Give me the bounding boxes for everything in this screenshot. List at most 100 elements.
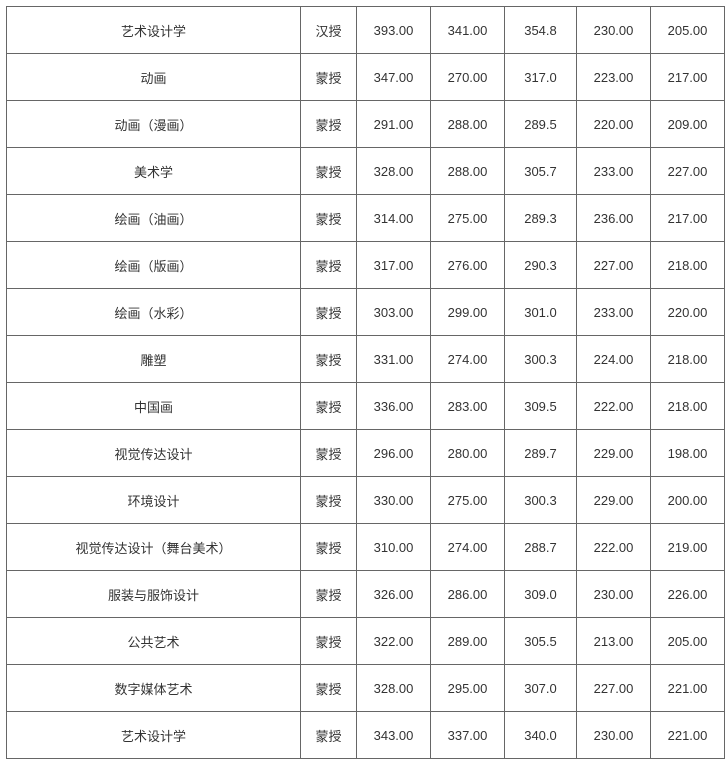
cell-score-3: 300.3	[505, 477, 577, 524]
table-row: 动画蒙授347.00270.00317.0223.00217.00	[7, 54, 725, 101]
cell-major: 公共艺术	[7, 618, 301, 665]
cell-score-3: 309.0	[505, 571, 577, 618]
cell-score-2: 276.00	[431, 242, 505, 289]
cell-lang: 蒙授	[301, 54, 357, 101]
cell-score-3: 305.7	[505, 148, 577, 195]
cell-score-1: 296.00	[357, 430, 431, 477]
cell-score-1: 336.00	[357, 383, 431, 430]
cell-score-3: 290.3	[505, 242, 577, 289]
cell-score-1: 310.00	[357, 524, 431, 571]
cell-score-2: 288.00	[431, 148, 505, 195]
cell-score-5: 218.00	[651, 242, 725, 289]
cell-major: 绘画（水彩）	[7, 289, 301, 336]
cell-score-4: 229.00	[577, 430, 651, 477]
cell-score-3: 288.7	[505, 524, 577, 571]
table-row: 数字媒体艺术蒙授328.00295.00307.0227.00221.00	[7, 665, 725, 712]
cell-score-1: 331.00	[357, 336, 431, 383]
cell-score-5: 205.00	[651, 7, 725, 54]
cell-score-1: 328.00	[357, 148, 431, 195]
cell-score-3: 289.7	[505, 430, 577, 477]
table-row: 环境设计蒙授330.00275.00300.3229.00200.00	[7, 477, 725, 524]
cell-score-4: 227.00	[577, 665, 651, 712]
cell-score-5: 200.00	[651, 477, 725, 524]
cell-score-4: 230.00	[577, 712, 651, 759]
table-row: 绘画（水彩）蒙授303.00299.00301.0233.00220.00	[7, 289, 725, 336]
cell-score-5: 226.00	[651, 571, 725, 618]
table-row: 中国画蒙授336.00283.00309.5222.00218.00	[7, 383, 725, 430]
cell-score-2: 337.00	[431, 712, 505, 759]
cell-lang: 蒙授	[301, 148, 357, 195]
cell-major: 雕塑	[7, 336, 301, 383]
cell-major: 美术学	[7, 148, 301, 195]
cell-lang: 蒙授	[301, 665, 357, 712]
cell-score-5: 219.00	[651, 524, 725, 571]
cell-score-2: 274.00	[431, 336, 505, 383]
cell-lang: 蒙授	[301, 336, 357, 383]
cell-lang: 蒙授	[301, 524, 357, 571]
cell-lang: 蒙授	[301, 712, 357, 759]
cell-score-2: 283.00	[431, 383, 505, 430]
cell-score-1: 343.00	[357, 712, 431, 759]
cell-lang: 蒙授	[301, 618, 357, 665]
table-row: 绘画（油画）蒙授314.00275.00289.3236.00217.00	[7, 195, 725, 242]
cell-score-1: 347.00	[357, 54, 431, 101]
cell-lang: 蒙授	[301, 477, 357, 524]
cell-major: 绘画（版画）	[7, 242, 301, 289]
cell-score-1: 317.00	[357, 242, 431, 289]
cell-score-3: 305.5	[505, 618, 577, 665]
cell-score-3: 317.0	[505, 54, 577, 101]
table-row: 美术学蒙授328.00288.00305.7233.00227.00	[7, 148, 725, 195]
cell-major: 绘画（油画）	[7, 195, 301, 242]
cell-lang: 蒙授	[301, 430, 357, 477]
cell-score-1: 326.00	[357, 571, 431, 618]
cell-score-1: 322.00	[357, 618, 431, 665]
table-row: 动画（漫画）蒙授291.00288.00289.5220.00209.00	[7, 101, 725, 148]
cell-score-5: 209.00	[651, 101, 725, 148]
cell-score-4: 213.00	[577, 618, 651, 665]
cell-score-2: 280.00	[431, 430, 505, 477]
cell-major: 艺术设计学	[7, 7, 301, 54]
cell-major: 环境设计	[7, 477, 301, 524]
cell-score-2: 288.00	[431, 101, 505, 148]
cell-score-3: 309.5	[505, 383, 577, 430]
cell-major: 数字媒体艺术	[7, 665, 301, 712]
table-row: 服装与服饰设计蒙授326.00286.00309.0230.00226.00	[7, 571, 725, 618]
cell-major: 动画	[7, 54, 301, 101]
cell-score-5: 205.00	[651, 618, 725, 665]
cell-score-2: 270.00	[431, 54, 505, 101]
cell-score-5: 227.00	[651, 148, 725, 195]
table-row: 视觉传达设计（舞台美术）蒙授310.00274.00288.7222.00219…	[7, 524, 725, 571]
cell-lang: 蒙授	[301, 571, 357, 618]
cell-score-4: 224.00	[577, 336, 651, 383]
cell-score-5: 221.00	[651, 712, 725, 759]
cell-score-2: 299.00	[431, 289, 505, 336]
cell-lang: 蒙授	[301, 242, 357, 289]
cell-score-1: 303.00	[357, 289, 431, 336]
cell-major: 动画（漫画）	[7, 101, 301, 148]
cell-score-5: 218.00	[651, 383, 725, 430]
table-row: 艺术设计学汉授393.00341.00354.8230.00205.00	[7, 7, 725, 54]
cell-lang: 蒙授	[301, 383, 357, 430]
cell-score-4: 230.00	[577, 571, 651, 618]
cell-score-5: 220.00	[651, 289, 725, 336]
cell-major: 艺术设计学	[7, 712, 301, 759]
cell-score-3: 354.8	[505, 7, 577, 54]
cell-score-3: 300.3	[505, 336, 577, 383]
cell-score-5: 221.00	[651, 665, 725, 712]
cell-score-5: 217.00	[651, 195, 725, 242]
table-row: 视觉传达设计蒙授296.00280.00289.7229.00198.00	[7, 430, 725, 477]
cell-score-2: 274.00	[431, 524, 505, 571]
cell-score-4: 236.00	[577, 195, 651, 242]
cell-lang: 蒙授	[301, 101, 357, 148]
table-body: 艺术设计学汉授393.00341.00354.8230.00205.00动画蒙授…	[7, 7, 725, 759]
table-row: 艺术设计学蒙授343.00337.00340.0230.00221.00	[7, 712, 725, 759]
cell-score-2: 289.00	[431, 618, 505, 665]
cell-score-4: 222.00	[577, 383, 651, 430]
cell-major: 视觉传达设计	[7, 430, 301, 477]
cell-score-3: 289.5	[505, 101, 577, 148]
cell-lang: 蒙授	[301, 289, 357, 336]
cell-score-2: 275.00	[431, 477, 505, 524]
cell-score-1: 330.00	[357, 477, 431, 524]
cell-score-3: 340.0	[505, 712, 577, 759]
cell-score-1: 393.00	[357, 7, 431, 54]
